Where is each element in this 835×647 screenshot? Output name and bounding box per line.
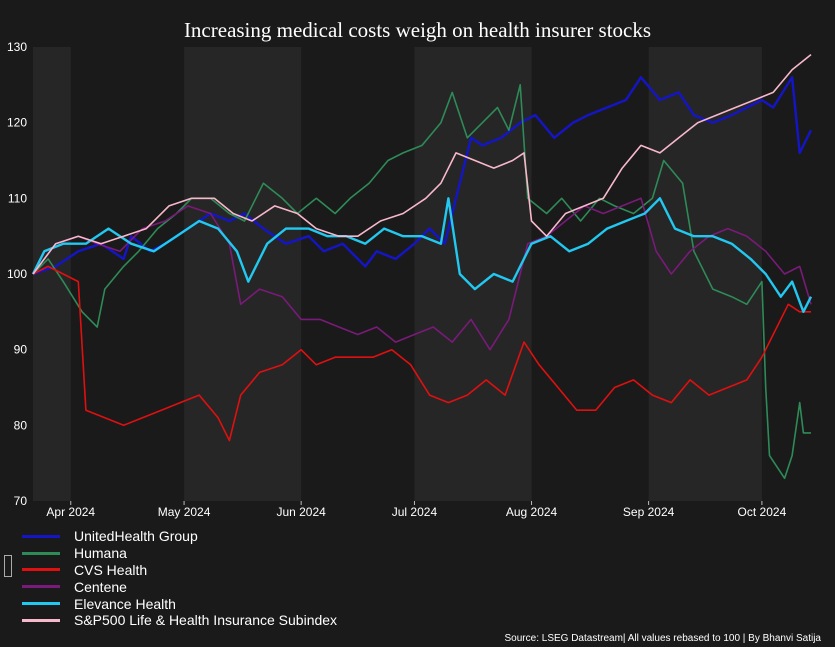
month-band <box>414 47 532 501</box>
chart-title: Increasing medical costs weigh on health… <box>183 18 652 42</box>
x-tick-label: Apr 2024 <box>46 505 95 519</box>
legend: UnitedHealth Group Humana CVS Health Centen… <box>22 528 337 629</box>
legend-swatch <box>22 551 60 555</box>
legend-swatch <box>22 602 60 606</box>
y-tick-label: 90 <box>14 343 28 357</box>
legend-label: Humana <box>74 545 127 562</box>
legend-label: Centene <box>74 578 127 595</box>
x-tick-label: Jun 2024 <box>276 505 326 519</box>
y-tick-label: 80 <box>14 418 28 432</box>
month-shading <box>33 47 811 501</box>
legend-scroll-handle <box>4 555 12 577</box>
source-note: Source: LSEG Datastream| All values reba… <box>504 633 821 644</box>
y-axis: 70 80 90 100 110 120 130 <box>7 40 27 508</box>
legend-swatch <box>22 568 60 572</box>
x-tick-label: Oct 2024 <box>738 505 787 519</box>
legend-item: Humana <box>22 545 337 562</box>
y-tick-label: 130 <box>7 40 27 54</box>
series-line <box>32 197 812 351</box>
legend-item: Centene <box>22 578 337 595</box>
legend-item: Elevance Health <box>22 595 337 612</box>
legend-item: UnitedHealth Group <box>22 528 337 545</box>
x-tick-label: Aug 2024 <box>506 505 558 519</box>
y-tick-label: 120 <box>7 116 27 130</box>
legend-item: CVS Health <box>22 562 337 579</box>
legend-label: UnitedHealth Group <box>74 528 198 545</box>
series-line <box>31 197 813 313</box>
legend-label: CVS Health <box>74 561 148 578</box>
legend-item: S&P500 Life & Health Insurance Subindex <box>22 612 337 629</box>
x-tick-label: Jul 2024 <box>392 505 438 519</box>
month-band <box>33 47 71 501</box>
legend-label: Elevance Health <box>74 595 176 612</box>
y-tick-label: 70 <box>14 494 28 508</box>
x-tick-label: May 2024 <box>158 505 211 519</box>
y-tick-label: 110 <box>8 191 27 205</box>
legend-swatch <box>22 534 60 538</box>
legend-swatch <box>22 585 60 589</box>
x-axis: Apr 2024 May 2024 Jun 2024 Jul 2024 Aug 2024… <box>46 501 787 519</box>
legend-swatch <box>22 618 60 622</box>
series-line <box>32 265 811 442</box>
month-band <box>184 47 302 501</box>
y-tick-label: 100 <box>7 267 27 281</box>
series-line <box>32 53 812 275</box>
legend-label: S&P500 Life & Health Insurance Subindex <box>74 612 338 629</box>
series-lines <box>31 53 813 480</box>
x-tick-label: Sep 2024 <box>623 505 675 519</box>
